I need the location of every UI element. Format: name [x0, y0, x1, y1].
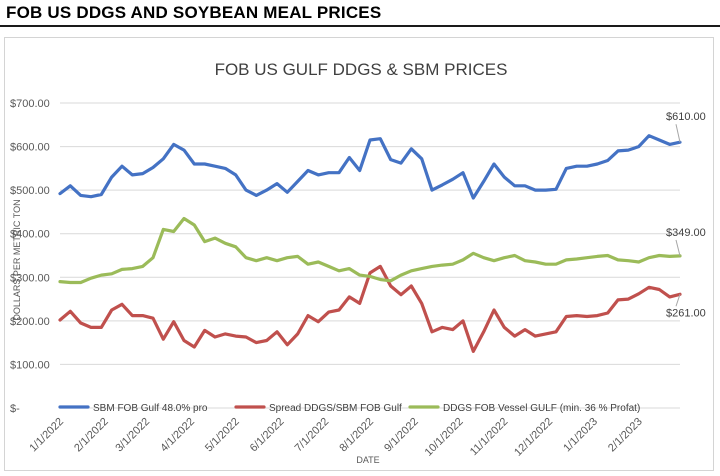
data-label-leader — [675, 239, 681, 257]
legend-label: SBM FOB Gulf 48.0% pro — [93, 403, 208, 414]
data-label: $261.00 — [666, 307, 706, 319]
y-tick-label: $300.00 — [10, 272, 50, 284]
legend-label: DDGS FOB Vessel GULF (min. 36 % Profat) — [443, 403, 640, 414]
y-tick-label: $- — [10, 403, 20, 415]
y-tick-label: $100.00 — [10, 359, 50, 371]
y-tick-label: $200.00 — [10, 316, 50, 328]
x-tick-label: 11/1/2022 — [468, 416, 511, 459]
chart-frame — [4, 37, 714, 471]
y-axis-label: DOLLARS PER METRIC TON — [12, 199, 22, 320]
x-tick-label: 2/1/2023 — [606, 416, 645, 455]
series-line — [58, 216, 682, 285]
y-tick-label: $500.00 — [10, 185, 50, 197]
x-tick-label: 3/1/2022 — [113, 416, 152, 455]
x-tick-label: 7/1/2022 — [293, 416, 332, 455]
y-tick-label: $700.00 — [10, 98, 50, 110]
header-divider — [0, 25, 720, 27]
data-label-leader — [675, 294, 681, 307]
x-axis-ticks: 1/1/2022 2/1/2022 3/1/2022 4/1/2022 5/1/2022… — [27, 416, 644, 459]
x-axis-label: DATE — [356, 455, 379, 465]
legend-label: Spread DDGS/SBM FOB Gulf — [269, 403, 402, 414]
x-tick-label: 5/1/2022 — [203, 416, 242, 455]
x-tick-label: 4/1/2022 — [158, 416, 197, 455]
series-lines — [58, 134, 682, 353]
page-title: FOB US DDGS AND SOYBEAN MEAL PRICES — [6, 3, 382, 22]
x-tick-label: 1/1/2022 — [27, 416, 66, 455]
y-tick-label: $600.00 — [10, 142, 50, 154]
data-label: $610.00 — [666, 111, 706, 123]
legend: SBM FOB Gulf 48.0% pro Spread DDGS/SBM FO… — [58, 403, 640, 414]
chart-title: FOB US GULF DDGS & SBM PRICES — [215, 60, 508, 79]
x-tick-label: 1/1/2023 — [561, 416, 600, 455]
data-label: $349.00 — [666, 227, 706, 239]
series-line — [58, 264, 682, 353]
x-tick-label: 10/1/2022 — [423, 416, 466, 459]
y-tick-label: $400.00 — [10, 229, 50, 241]
y-axis-ticks: $- $100.00 $200.00 $300.00 $400.00 $500.00 $60… — [10, 98, 50, 415]
x-tick-label: 12/1/2022 — [512, 416, 555, 459]
x-tick-label: 6/1/2022 — [248, 416, 287, 455]
x-tick-label: 2/1/2022 — [72, 416, 111, 455]
x-tick-label: 9/1/2022 — [382, 416, 421, 455]
page-header: FOB US DDGS AND SOYBEAN MEAL PRICES — [0, 0, 720, 28]
data-label-leader — [675, 124, 681, 143]
data-labels: $610.00 $261.00 $349.00 — [666, 111, 706, 319]
series-line — [58, 134, 682, 200]
x-tick-label: 8/1/2022 — [337, 416, 376, 455]
